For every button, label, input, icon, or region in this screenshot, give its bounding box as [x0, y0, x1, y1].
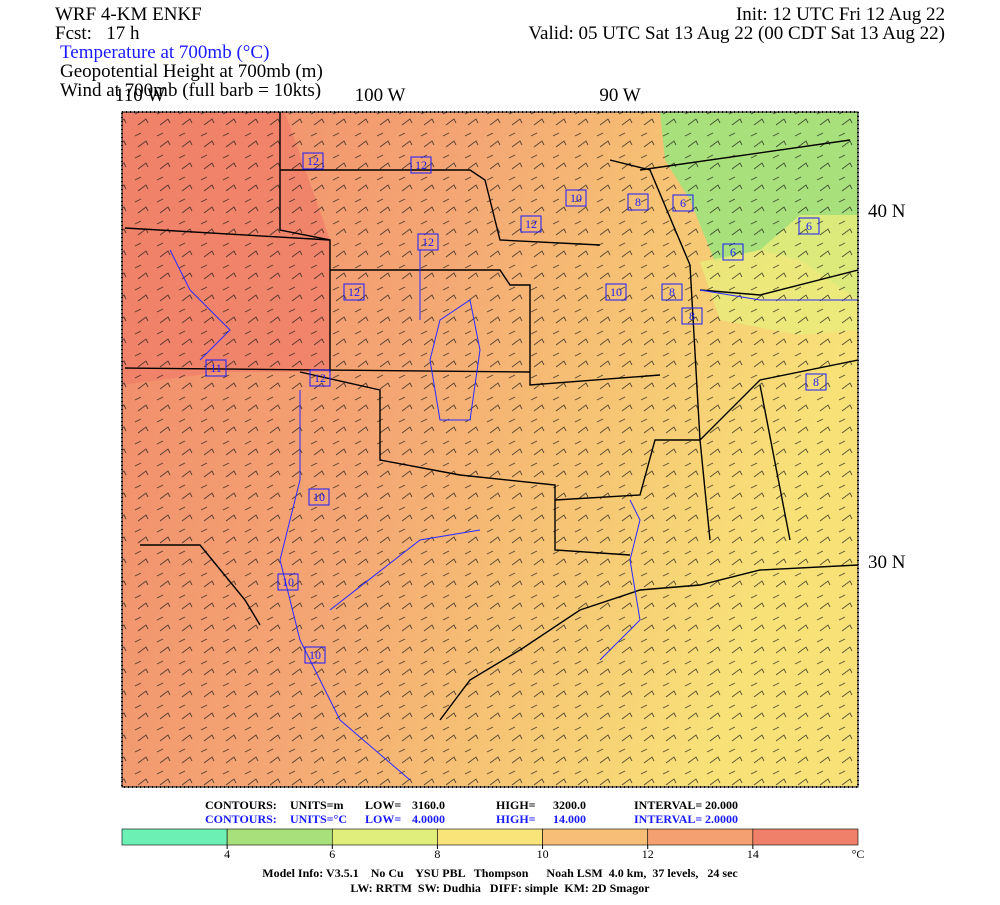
- latitude-label: 30 N: [868, 552, 906, 573]
- colorbar-tick-label: 4: [224, 847, 230, 861]
- contour-stat: CONTOURS:: [205, 798, 277, 812]
- contour-stat: LOW=: [365, 798, 401, 812]
- contour-stat: INTERVAL=: [634, 812, 702, 826]
- colorbar-segment: [437, 828, 543, 846]
- contour-label: 12: [415, 158, 427, 172]
- contour-label-box: [302, 152, 324, 170]
- model-info: Model Info: V3.5.1 No Cu YSU PBL Thompso…: [262, 866, 738, 880]
- contour-label: 10: [610, 285, 622, 299]
- contour-label: 8: [635, 195, 641, 209]
- field-list: Temperature at 700mb (°C)Geopotential He…: [60, 42, 323, 101]
- contour-stat: UNITS=m: [290, 798, 344, 812]
- colorbar-segment: [542, 828, 649, 846]
- contour-label-box: [722, 243, 744, 261]
- footer: Model Info: V3.5.1 No Cu YSU PBL Thompso…: [262, 866, 738, 895]
- contour-label: 12: [525, 217, 537, 231]
- colorbar-segment: [331, 828, 438, 846]
- contour-label: 12: [307, 154, 319, 168]
- contour-stat: INTERVAL=: [634, 798, 702, 812]
- model-name: WRF 4-KM ENKF: [55, 4, 202, 25]
- contour-label: 8: [813, 375, 819, 389]
- contour-label-box: [410, 156, 432, 174]
- colorbar-segment: [752, 828, 859, 846]
- wind-barbs: [122, 112, 858, 787]
- field-name: Geopotential Height at 700mb (m): [60, 61, 323, 82]
- contour-label: 8: [669, 285, 675, 299]
- longitude-label: 90 W: [599, 85, 640, 106]
- contour-label: 10: [570, 191, 582, 205]
- map-frame-inner: [121, 111, 859, 788]
- contour-label-box: [681, 307, 703, 325]
- contour-label-box: [309, 369, 331, 387]
- valid-time: Valid: 05 UTC Sat 13 Aug 22 (00 CDT Sat …: [528, 23, 945, 44]
- contour-stat: 20.000: [705, 798, 738, 812]
- contour-label-box: [343, 283, 365, 301]
- longitude-label: 100 W: [355, 85, 406, 106]
- contour-stat: HIGH=: [496, 812, 536, 826]
- contour-stat: HIGH=: [496, 798, 536, 812]
- colorbar-tick-label: 12: [642, 847, 654, 861]
- state-borders: [124, 112, 858, 781]
- contour-label: 8: [689, 309, 695, 323]
- contour-stat: UNITS=°C: [290, 812, 347, 826]
- contour-label-box: [672, 194, 694, 212]
- colorbar-tick-label: 10: [537, 847, 549, 861]
- contour-label-box: [798, 217, 820, 235]
- init-time: Init: 12 UTC Fri 12 Aug 22: [736, 4, 945, 25]
- contour-label-box: [308, 488, 330, 506]
- contour-label-box: [417, 233, 439, 251]
- contour-label-box: [661, 283, 683, 301]
- contour-label: 12: [348, 285, 360, 299]
- colorbar-tick-label: 8: [434, 847, 440, 861]
- contour-stats: CONTOURS: UNITS=m LOW= 3160.0 HIGH= 3200.0 INT…: [205, 798, 738, 826]
- colorbar-tick-label: 14: [747, 847, 759, 861]
- contour-label: 11: [210, 361, 222, 375]
- latitude-label: 40 N: [868, 201, 906, 222]
- field-name: Temperature at 700mb (°C): [60, 42, 269, 63]
- contour-stat: 2.0000: [705, 812, 738, 826]
- forecast-hour: Fcst: 17 h: [55, 23, 140, 44]
- contour-label-box: [565, 189, 587, 207]
- contour-stat: 3160.0: [412, 798, 445, 812]
- contour-label: 10: [282, 575, 294, 589]
- contour-label-box: [205, 359, 227, 377]
- contour-label: 10: [313, 490, 325, 504]
- contour-label-box: [520, 215, 542, 233]
- contour-label-box: [605, 283, 627, 301]
- contour-label: 6: [806, 219, 812, 233]
- contour-label-box: [304, 646, 326, 664]
- field-name: Wind at 700mb (full barb = 10kts): [60, 80, 321, 101]
- colorbar: 4 6 8 10 12 14 °C: [121, 828, 865, 861]
- contour-stat: CONTOURS:: [205, 812, 277, 826]
- longitude-label: 110 W: [115, 85, 165, 106]
- contour-label: 12: [314, 371, 326, 385]
- contour-label: 12: [422, 235, 434, 249]
- colorbar-unit: °C: [852, 847, 865, 861]
- contour-label-box: [805, 373, 827, 391]
- contour-stat: 3200.0: [553, 798, 586, 812]
- geo-labels: 110 W 100 W 90 W 40 N 30 N: [115, 85, 906, 573]
- contour-label: 10: [309, 648, 321, 662]
- contour-label-box: [277, 573, 299, 591]
- contour-label: 6: [680, 196, 686, 210]
- physics-info: LW: RRTM SW: Dudhia DIFF: simple KM: 2D …: [350, 881, 650, 895]
- colorbar-segment: [647, 828, 754, 846]
- contour-stat: LOW=: [365, 812, 401, 826]
- map: [122, 112, 858, 787]
- colorbar-tick-label: 6: [329, 847, 335, 861]
- header: WRF 4-KM ENKF Fcst: 17 h Init: 12 UTC Fr…: [55, 4, 945, 44]
- colorbar-segment: [226, 828, 333, 846]
- colorbar-segment: [121, 828, 228, 846]
- contour-label-box: [627, 193, 649, 211]
- contour-label: 6: [730, 245, 736, 259]
- contour-stat: 14.000: [553, 812, 586, 826]
- contour-stat: 4.0000: [412, 812, 445, 826]
